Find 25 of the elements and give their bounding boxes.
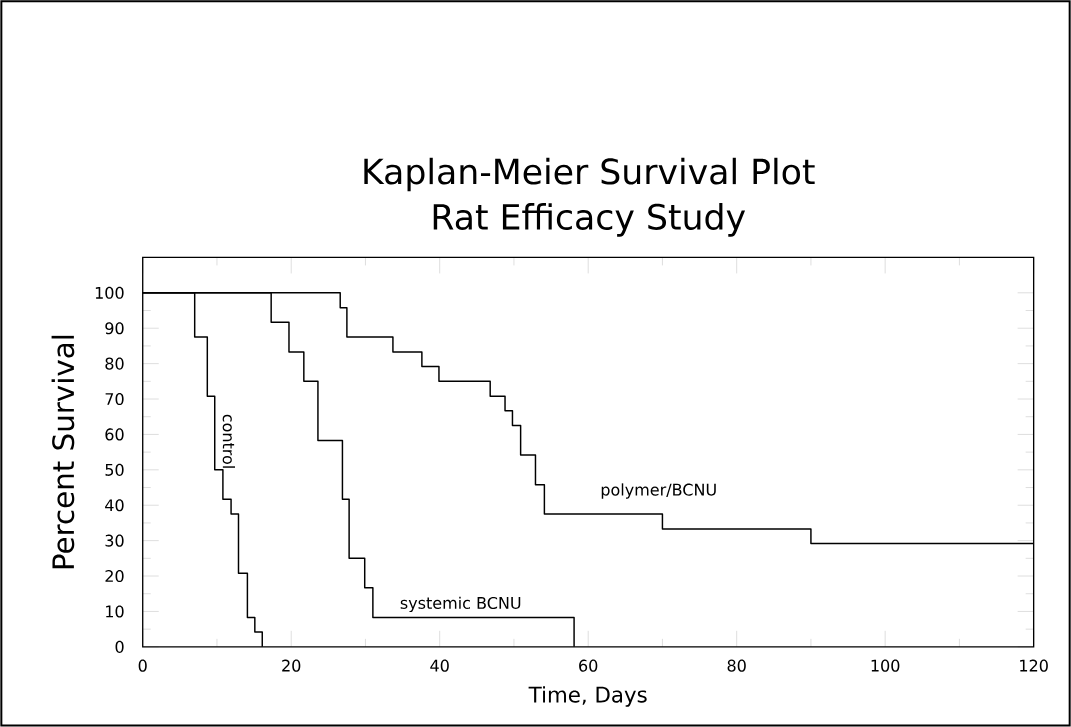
y-tick-label: 100 <box>95 286 124 299</box>
y-tick-label: 20 <box>105 570 124 583</box>
text: control <box>222 414 236 468</box>
x-tick-label: 0 <box>138 659 147 672</box>
x-tick-label: 120 <box>1020 659 1048 672</box>
x-tick-label: 100 <box>871 659 900 672</box>
series-label: polymer/BCNU <box>601 483 716 499</box>
x-tick-label: 40 <box>430 659 449 672</box>
y-tick-label: 0 <box>115 640 124 653</box>
y-tick-label: 50 <box>105 463 124 476</box>
y-tick-label: 80 <box>105 357 124 370</box>
y-tick-label: 60 <box>105 428 124 441</box>
y-tick-label: 90 <box>105 322 124 335</box>
series-label: systemic BCNU <box>400 596 521 613</box>
x-axis-title: Time, Days <box>528 686 647 707</box>
y-tick-label: 40 <box>105 499 124 512</box>
chart-title: Kaplan-Meier Survival Plot <box>364 157 815 192</box>
y-tick-label: 10 <box>106 605 124 618</box>
x-tick-label: 20 <box>282 659 301 672</box>
y-tick-label: 70 <box>105 393 124 406</box>
x-tick-label: 60 <box>579 659 598 672</box>
y-tick-label: 30 <box>105 534 124 547</box>
chart-subtitle: Rat Efficacy Study <box>433 203 746 237</box>
x-tick-label: 80 <box>727 659 746 672</box>
y-axis-title: Percent Survival <box>51 335 75 569</box>
